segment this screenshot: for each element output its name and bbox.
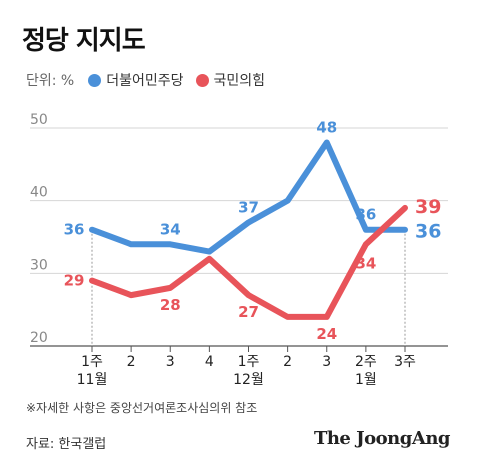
footnote: ※자세한 사항은 중앙선거여론조사심의위 참조 (26, 401, 258, 415)
x-tick-label: 2 (283, 354, 292, 370)
legend-item-ppp: 국민의힘 (195, 70, 266, 90)
x-tick-label: 4 (205, 354, 214, 370)
data-label: 27 (238, 303, 259, 321)
y-tick-label: 50 (30, 112, 48, 128)
data-label: 24 (316, 325, 337, 343)
x-tick-label-month: 11월 (77, 372, 108, 388)
data-label: 48 (316, 119, 337, 137)
x-tick-label-month: 12월 (233, 372, 264, 388)
x-tick-label: 3 (322, 354, 331, 370)
data-label: 39 (415, 196, 441, 218)
x-tick-label: 3주 (394, 354, 416, 370)
x-tick-label: 2주 (355, 354, 377, 370)
unit-label: 단위: % (26, 73, 75, 89)
x-tick-label: 1주 (81, 354, 103, 370)
legend-item-democratic: 더불어민주당 (88, 70, 184, 90)
series-line-0 (89, 139, 408, 255)
y-tick-label: 40 (30, 185, 48, 201)
data-label: 28 (160, 296, 181, 314)
data-label: 37 (238, 198, 259, 216)
brand-logo: The JoongAng (313, 428, 451, 449)
y-tick-label: 20 (30, 330, 48, 346)
y-tick-label: 30 (30, 257, 48, 273)
page-title: 정당 지지도 (22, 26, 146, 56)
legend: 단위: % 더불어민주당 국민의힘 (26, 70, 277, 90)
legend-dot-democratic (88, 73, 102, 87)
series-line-1 (89, 204, 408, 320)
data-label: 36 (64, 221, 85, 239)
source-label: 자료: 한국갤럽 (26, 437, 107, 452)
data-label: 36 (415, 221, 441, 243)
data-label: 29 (64, 272, 85, 290)
x-tick-label: 1주 (238, 354, 260, 370)
data-label: 34 (160, 220, 181, 238)
legend-dot-ppp (195, 73, 209, 87)
x-tick-label: 3 (166, 354, 175, 370)
data-label: 34 (355, 254, 376, 272)
x-tick-label: 2 (127, 354, 136, 370)
data-label: 36 (355, 206, 376, 224)
legend-label-democratic: 더불어민주당 (106, 73, 184, 89)
legend-label-ppp: 국민의힘 (213, 73, 266, 89)
x-tick-label-month: 1월 (355, 372, 377, 388)
